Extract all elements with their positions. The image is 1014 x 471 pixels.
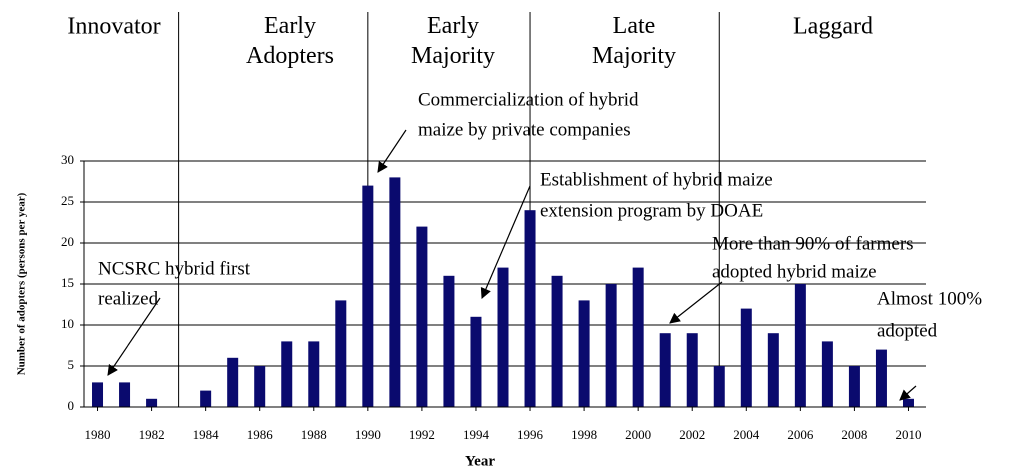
annotation: realized xyxy=(98,288,159,309)
x-tick-label: 1992 xyxy=(409,427,435,442)
bar xyxy=(146,398,158,407)
annotation-arrow xyxy=(377,129,407,173)
annotation-arrow xyxy=(480,185,531,299)
phase-label: Laggard xyxy=(793,14,873,40)
x-tick-label: 1994 xyxy=(463,427,490,442)
annotation: NCSRC hybrid first xyxy=(98,258,251,279)
x-tick-label: 2000 xyxy=(625,427,651,442)
bar xyxy=(686,333,698,407)
x-tick-label: 1998 xyxy=(571,427,597,442)
annotation: Establishment of hybrid maize xyxy=(540,169,773,190)
y-axis-label: Number of adopters (persons per year) xyxy=(16,192,28,375)
x-tick-label: 2004 xyxy=(733,427,760,442)
bar xyxy=(902,398,914,407)
x-axis-label: Year xyxy=(465,453,495,469)
phase-label: Early Adopters xyxy=(246,13,334,69)
bar xyxy=(713,366,725,407)
annotation: adopted hybrid maize xyxy=(712,261,877,282)
bar xyxy=(281,341,293,407)
y-tick-label: 0 xyxy=(68,398,75,413)
bar xyxy=(119,382,131,407)
bar xyxy=(470,316,482,407)
y-tick-label: 10 xyxy=(61,316,74,331)
x-tick-label: 2006 xyxy=(787,427,814,442)
x-tick-label: 1980 xyxy=(85,427,111,442)
annotation: Almost 100% xyxy=(877,288,982,309)
annotation-arrow xyxy=(669,281,723,324)
bar xyxy=(659,333,671,407)
bar xyxy=(227,357,239,407)
annotation-arrow xyxy=(107,297,161,376)
bar xyxy=(632,267,644,407)
bar xyxy=(605,284,617,407)
x-tick-label: 1982 xyxy=(139,427,165,442)
annotation-arrow xyxy=(899,385,917,401)
bar xyxy=(200,390,212,407)
bar xyxy=(767,333,779,407)
bar xyxy=(740,308,752,407)
x-tick-label: 1990 xyxy=(355,427,381,442)
bar xyxy=(875,349,887,407)
annotation: More than 90% of farmers xyxy=(712,233,914,254)
annotation: extension program by DOAE xyxy=(540,200,763,221)
annotation: adopted xyxy=(877,320,938,341)
bar xyxy=(551,275,563,407)
y-tick-label: 5 xyxy=(68,357,75,372)
phase-label: Early Majority xyxy=(411,13,495,69)
bar xyxy=(848,366,860,407)
annotation: maize by private companies xyxy=(418,119,631,140)
bar xyxy=(254,366,266,407)
annotation: Commercialization of hybrid xyxy=(418,89,639,110)
bar xyxy=(389,177,401,407)
bar xyxy=(443,275,455,407)
bar xyxy=(821,341,833,407)
bar xyxy=(92,382,104,407)
phase-label: Late Majority xyxy=(592,13,676,69)
x-tick-label: 1996 xyxy=(517,427,544,442)
x-tick-label: 2010 xyxy=(895,427,921,442)
phase-label: Innovator xyxy=(67,14,160,40)
bar xyxy=(794,284,806,407)
x-tick-label: 2008 xyxy=(841,427,867,442)
bar xyxy=(497,267,509,407)
bar xyxy=(578,300,590,407)
y-tick-label: 20 xyxy=(61,234,74,249)
y-tick-label: 30 xyxy=(61,152,74,167)
bar xyxy=(416,226,428,407)
bar xyxy=(524,210,536,407)
bar xyxy=(308,341,320,407)
x-tick-label: 1988 xyxy=(301,427,327,442)
x-tick-label: 1986 xyxy=(247,427,274,442)
bar xyxy=(362,185,374,407)
bar xyxy=(335,300,347,407)
y-tick-label: 25 xyxy=(61,193,74,208)
x-tick-label: 1984 xyxy=(193,427,220,442)
y-tick-label: 15 xyxy=(61,275,74,290)
x-tick-label: 2002 xyxy=(679,427,705,442)
